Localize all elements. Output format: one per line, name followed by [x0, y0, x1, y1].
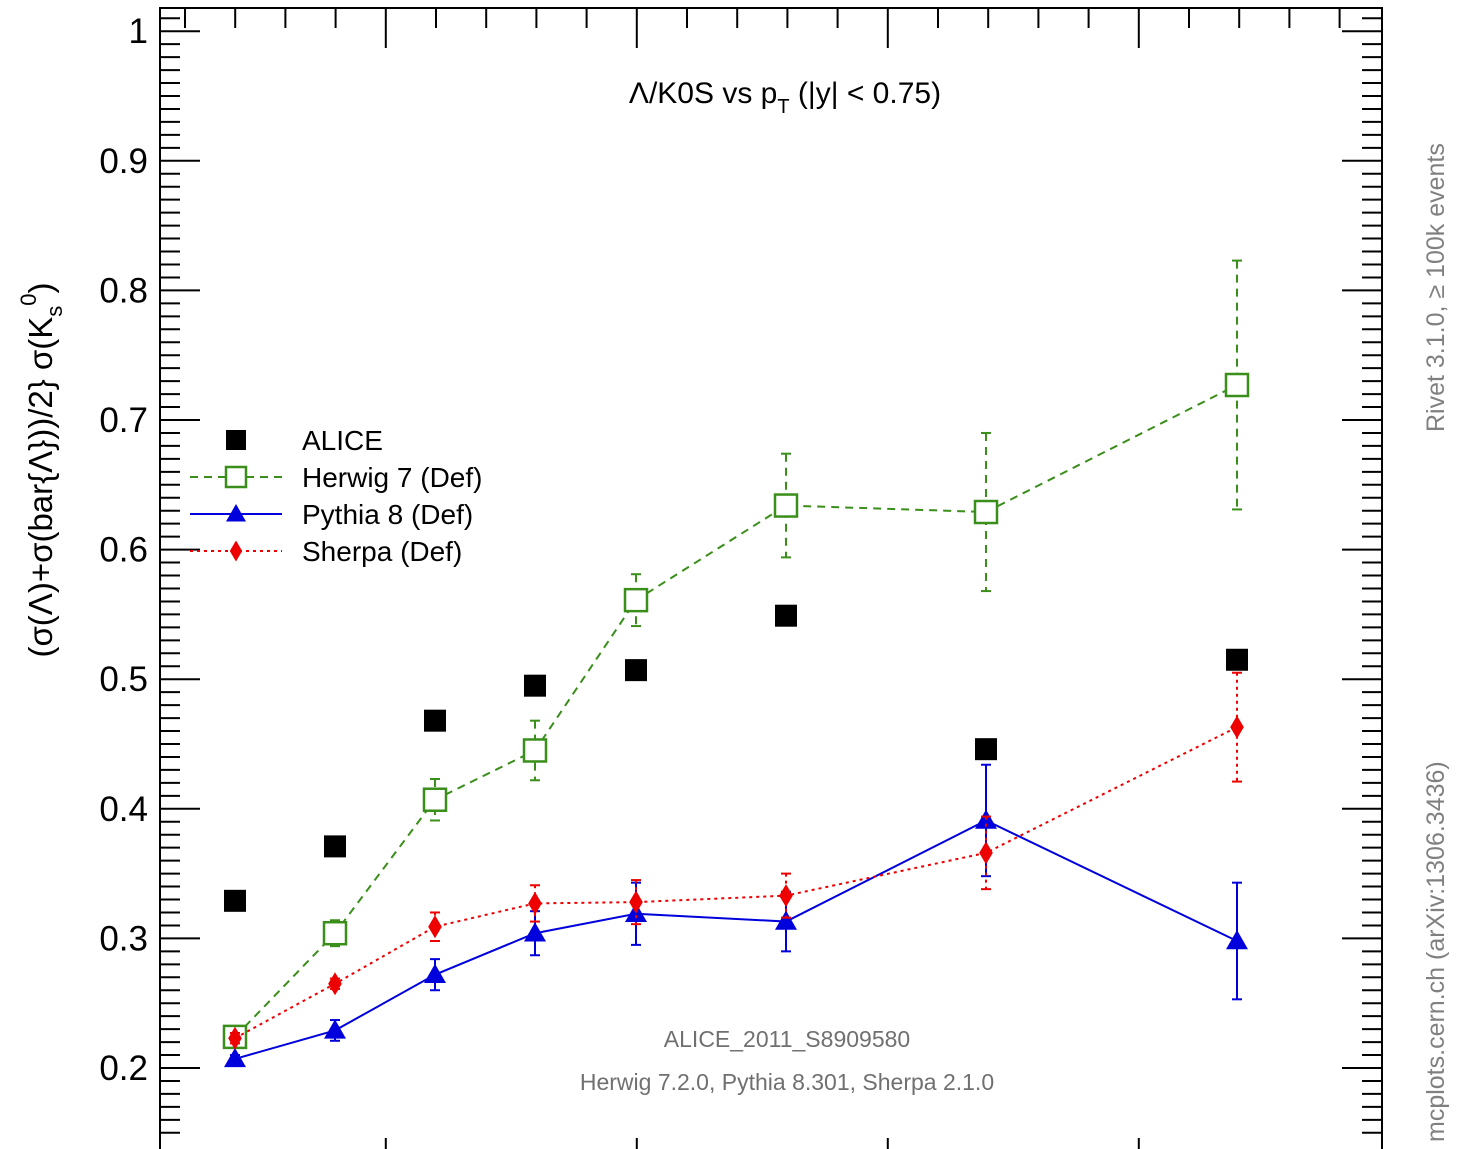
- series-sherpa-def: [228, 671, 1244, 1050]
- marker: [224, 465, 248, 489]
- marker: [775, 910, 797, 930]
- marker: [224, 889, 246, 912]
- series-layer: [222, 259, 1250, 1068]
- axis-ticks: [160, 8, 1382, 1149]
- marker: [424, 963, 446, 983]
- marker: [1224, 372, 1250, 398]
- marker: [775, 604, 797, 627]
- marker: [779, 884, 793, 908]
- y-tick-label: 1: [129, 12, 148, 51]
- y-tick-label: 0.3: [99, 919, 148, 958]
- marker: [524, 922, 546, 942]
- y-tick-label: 0.8: [99, 271, 148, 310]
- marker: [1230, 715, 1244, 739]
- marker: [973, 499, 999, 525]
- marker: [522, 738, 548, 763]
- marker: [324, 1019, 346, 1039]
- marker: [428, 915, 442, 939]
- marker: [229, 540, 243, 562]
- marker: [424, 709, 446, 732]
- marker: [224, 1047, 246, 1068]
- marker: [226, 504, 246, 522]
- legend-label: ALICE: [302, 425, 383, 456]
- series-line: [234, 726, 1238, 1040]
- generator-versions: Herwig 7.2.0, Pythia 8.301, Sherpa 2.1.0: [580, 1069, 994, 1095]
- marker: [1226, 648, 1248, 671]
- series-line: [234, 819, 1238, 1060]
- y-tick-label: 0.2: [99, 1049, 148, 1088]
- series-alice: [224, 604, 1248, 912]
- marker: [1226, 929, 1248, 950]
- marker: [975, 738, 997, 761]
- series-herwig-7-def: [222, 259, 1250, 1050]
- plot-frame: [159, 7, 1383, 1149]
- marker: [773, 493, 799, 518]
- y-tick-label: 0.5: [99, 660, 148, 699]
- y-axis-label-close: ): [22, 282, 59, 293]
- y-tick-label: 0.9: [99, 142, 148, 181]
- marker: [328, 972, 342, 996]
- marker: [324, 835, 346, 858]
- marker: [629, 890, 643, 914]
- y-tick-label: 0.6: [99, 531, 148, 570]
- y-tick-label: 0.4: [99, 790, 148, 829]
- marker: [228, 1026, 242, 1050]
- marker: [528, 891, 542, 915]
- y-axis-label-sub: s: [42, 306, 67, 317]
- legend-label: Sherpa (Def): [302, 536, 462, 567]
- marker: [623, 587, 649, 613]
- y-tick-labels: 0.2 0.3 0.4 0.5 0.6 0.7 0.8 0.9 1: [99, 12, 148, 1088]
- marker: [422, 787, 448, 812]
- marker: [226, 430, 246, 450]
- rivet-label: Rivet 3.1.0, ≥ 100k events: [1422, 143, 1450, 432]
- marker: [524, 674, 546, 697]
- legend: ALICE Herwig 7 (Def) Pythia 8 (Def) Sherpa …: [190, 425, 482, 567]
- y-axis-label: (σ(Λ)+σ(bar{Λ}))/2} σ(Ks0): [16, 282, 67, 657]
- marker: [322, 920, 348, 946]
- legend-label: Herwig 7 (Def): [302, 462, 482, 493]
- marker: [979, 841, 993, 865]
- y-tick-label: 0.7: [99, 401, 148, 440]
- y-axis-label-main: (σ(Λ)+σ(bar{Λ}))/2} σ(K: [22, 317, 59, 658]
- mcplots-label: mcplots.cern.ch (arXiv:1306.3436): [1422, 761, 1450, 1142]
- y-axis-label-sup: 0: [16, 293, 41, 305]
- plot-subtitle: Λ/K0S vs pT (|y| < 0.75): [629, 77, 941, 118]
- legend-label: Pythia 8 (Def): [302, 499, 473, 530]
- marker: [625, 659, 647, 682]
- analysis-id: ALICE_2011_S8909580: [664, 1026, 910, 1052]
- series-pythia-8-def: [224, 763, 1248, 1068]
- series-line: [234, 384, 1238, 1038]
